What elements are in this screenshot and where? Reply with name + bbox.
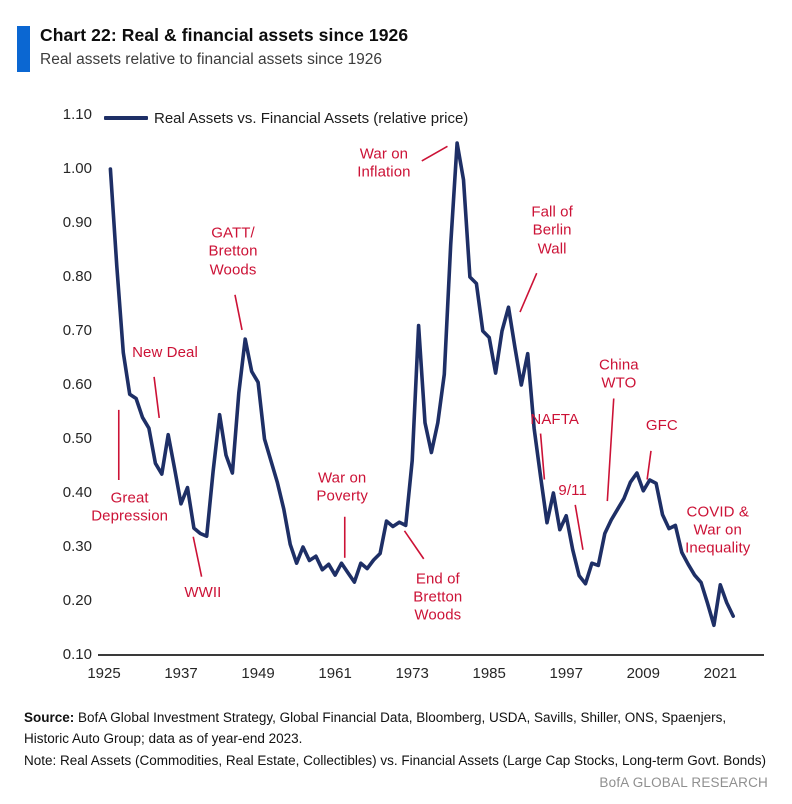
source-line: Source: BofA Global Investment Strategy,… bbox=[24, 708, 768, 750]
x-tick-label: 1961 bbox=[318, 665, 352, 682]
note-line: Note: Real Assets (Commodities, Real Est… bbox=[24, 752, 767, 768]
y-tick-label: 0.60 bbox=[62, 376, 92, 393]
x-tick-label: 1973 bbox=[395, 665, 429, 682]
event-annotation: China WTO bbox=[599, 356, 639, 392]
x-tick-label: 1997 bbox=[549, 665, 583, 682]
event-annotation: 9/11 bbox=[558, 481, 587, 499]
event-annotation: End of Bretton Woods bbox=[413, 570, 463, 624]
event-annotation: War on Poverty bbox=[316, 469, 368, 506]
event-annotation: New Deal bbox=[132, 343, 198, 361]
y-tick-label: 0.40 bbox=[62, 484, 92, 501]
source-text: BofA Global Investment Strategy, Global … bbox=[24, 710, 727, 746]
annotation-pointer-line bbox=[192, 536, 203, 577]
y-tick-label: 0.70 bbox=[62, 322, 92, 339]
y-tick-label: 1.10 bbox=[62, 106, 92, 123]
chart-title: Chart 22: Real & financial assets since … bbox=[40, 25, 409, 45]
annotation-pointer-line bbox=[574, 504, 584, 550]
y-tick-label: 0.30 bbox=[62, 538, 92, 555]
event-annotation: GFC bbox=[645, 416, 678, 434]
event-annotation: War on Inflation bbox=[357, 145, 411, 182]
annotation-pointer-line bbox=[234, 294, 243, 331]
y-tick-label: 0.10 bbox=[62, 646, 92, 663]
chart-canvas bbox=[98, 141, 764, 656]
annotation-pointer-line bbox=[606, 398, 615, 502]
event-annotation: Great Depression bbox=[91, 489, 169, 526]
y-tick-label: 0.90 bbox=[62, 214, 92, 231]
x-tick-label: 1925 bbox=[87, 665, 121, 682]
legend-label: Real Assets vs. Financial Assets (relati… bbox=[154, 109, 469, 127]
annotation-pointer-line bbox=[403, 530, 425, 560]
event-annotation: WWII bbox=[184, 583, 222, 601]
x-tick-label: 2021 bbox=[703, 665, 737, 682]
event-annotation: COVID & War on Inequality bbox=[685, 503, 751, 557]
chart-legend: Real Assets vs. Financial Assets (relati… bbox=[104, 108, 468, 128]
annotation-pointer-line bbox=[519, 272, 538, 313]
chart-subtitle: Real assets relative to financial assets… bbox=[40, 50, 383, 68]
y-tick-label: 0.20 bbox=[62, 592, 92, 609]
data-line bbox=[108, 141, 736, 628]
chart-header: Chart 22: Real & financial assets since … bbox=[0, 24, 792, 72]
title-block: Chart 22: Real & financial assets since … bbox=[40, 24, 792, 71]
x-tick-label: 1937 bbox=[164, 665, 198, 682]
chart-footer: Source: BofA Global Investment Strategy,… bbox=[24, 708, 768, 790]
x-tick-label: 1985 bbox=[472, 665, 506, 682]
annotation-pointer-line bbox=[539, 433, 546, 480]
x-tick-label: 1949 bbox=[241, 665, 275, 682]
y-tick-label: 0.50 bbox=[62, 430, 92, 447]
event-annotation: NAFTA bbox=[530, 410, 579, 428]
y-tick-label: 1.00 bbox=[62, 160, 92, 177]
annotation-pointer-line bbox=[421, 145, 448, 162]
event-annotation: GATT/ Bretton Woods bbox=[208, 224, 258, 279]
y-tick-label: 0.80 bbox=[62, 268, 92, 285]
chart-figure: Real Assets vs. Financial Assets (relati… bbox=[0, 100, 792, 700]
source-label: Source: bbox=[24, 710, 75, 725]
accent-bar bbox=[17, 26, 30, 72]
annotation-pointer-line bbox=[646, 450, 652, 480]
event-annotation: Fall of Berlin Wall bbox=[531, 203, 573, 258]
brand-line: BofA GLOBAL RESEARCH bbox=[599, 774, 768, 790]
legend-line-swatch bbox=[104, 116, 148, 120]
annotation-pointer-line bbox=[153, 376, 161, 419]
x-tick-label: 2009 bbox=[626, 665, 660, 682]
